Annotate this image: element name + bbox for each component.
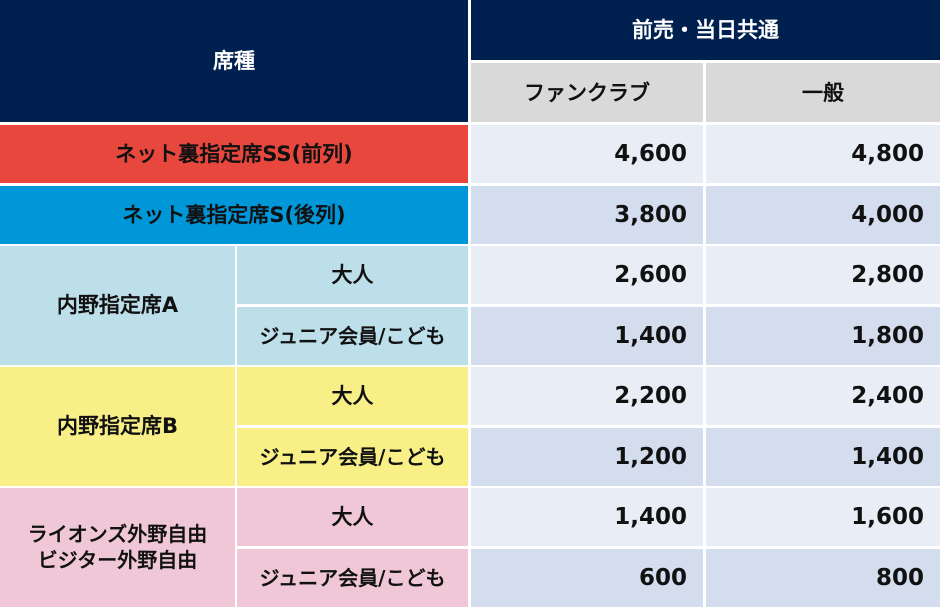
price-text: 1,400 (851, 443, 924, 470)
ticket-type: 大人 (237, 367, 468, 425)
price: 1,200 (471, 427, 703, 486)
price: 2,800 (706, 246, 940, 304)
group-seat-text: ライオンズ外野自由 (27, 522, 208, 547)
ticket-type: ジュニア会員/こども (237, 427, 468, 486)
price: 1,400 (471, 306, 703, 365)
group-seat: 内野指定席B (0, 367, 235, 486)
price: 4,000 (706, 185, 940, 244)
price-text: 4,000 (851, 201, 924, 228)
price-text: 1,400 (614, 504, 687, 530)
ticket-type-text: ジュニア会員/こども (259, 444, 446, 469)
group-seat-text: 内野指定席A (56, 293, 179, 318)
ticket-type-text: 大人 (331, 263, 374, 287)
header-column-text: ファンクラブ (524, 80, 650, 105)
ticket-type: ジュニア会員/こども (237, 306, 468, 365)
header-seat-text: 席種 (213, 49, 255, 73)
group-seat: ライオンズ外野自由 ビジター外野自由 (0, 488, 235, 607)
price: 3,800 (471, 185, 703, 244)
price: 2,400 (706, 367, 940, 425)
ticket-type: 大人 (237, 488, 468, 546)
price: 2,200 (471, 367, 703, 425)
header-price-group: 前売・当日共通 (471, 0, 940, 60)
price-text: 2,400 (851, 383, 924, 409)
price: 600 (471, 548, 703, 607)
price-text: 2,200 (614, 383, 687, 409)
price: 4,800 (706, 125, 940, 183)
seat: ネット裏指定席S(後列) (0, 185, 468, 244)
price: 1,800 (706, 306, 940, 365)
price-text: 2,800 (851, 262, 924, 288)
header-column: ファンクラブ (471, 63, 703, 122)
price: 1,600 (706, 488, 940, 546)
group-seat-text: 内野指定席B (56, 414, 178, 439)
price-text: 4,600 (614, 141, 687, 167)
header-seat: 席種 (0, 0, 468, 122)
ticket-type: 大人 (237, 246, 468, 304)
price: 1,400 (706, 427, 940, 486)
ticket-type-text: 大人 (331, 384, 374, 408)
ticket-type-text: 大人 (331, 505, 374, 529)
ticket-type-text: ジュニア会員/こども (259, 323, 446, 348)
price-text: 1,400 (614, 322, 687, 349)
seat: ネット裏指定席SS(前列) (0, 125, 468, 183)
price: 800 (706, 548, 940, 607)
price-text: 1,200 (614, 443, 687, 470)
price: 4,600 (471, 125, 703, 183)
ticket-type: ジュニア会員/こども (237, 548, 468, 607)
group-seat-text: ビジター外野自由 (37, 548, 198, 573)
price-text: 4,800 (851, 141, 924, 167)
price-text: 1,600 (851, 504, 924, 530)
header-price-group-text: 前売・当日共通 (632, 18, 779, 42)
group-seat: 内野指定席A (0, 246, 235, 365)
price-text: 800 (875, 564, 924, 591)
price: 2,600 (471, 246, 703, 304)
price-text: 600 (638, 564, 687, 591)
price-text: 3,800 (614, 201, 687, 228)
ticket-type-text: ジュニア会員/こども (259, 565, 446, 590)
header-column-text: 一般 (802, 80, 844, 105)
seat-text: ネット裏指定席SS(前列) (115, 142, 353, 166)
price-text: 1,800 (851, 322, 924, 349)
header-column: 一般 (706, 63, 940, 122)
price: 1,400 (471, 488, 703, 546)
seat-text: ネット裏指定席S(後列) (122, 202, 346, 227)
price-text: 2,600 (614, 262, 687, 288)
